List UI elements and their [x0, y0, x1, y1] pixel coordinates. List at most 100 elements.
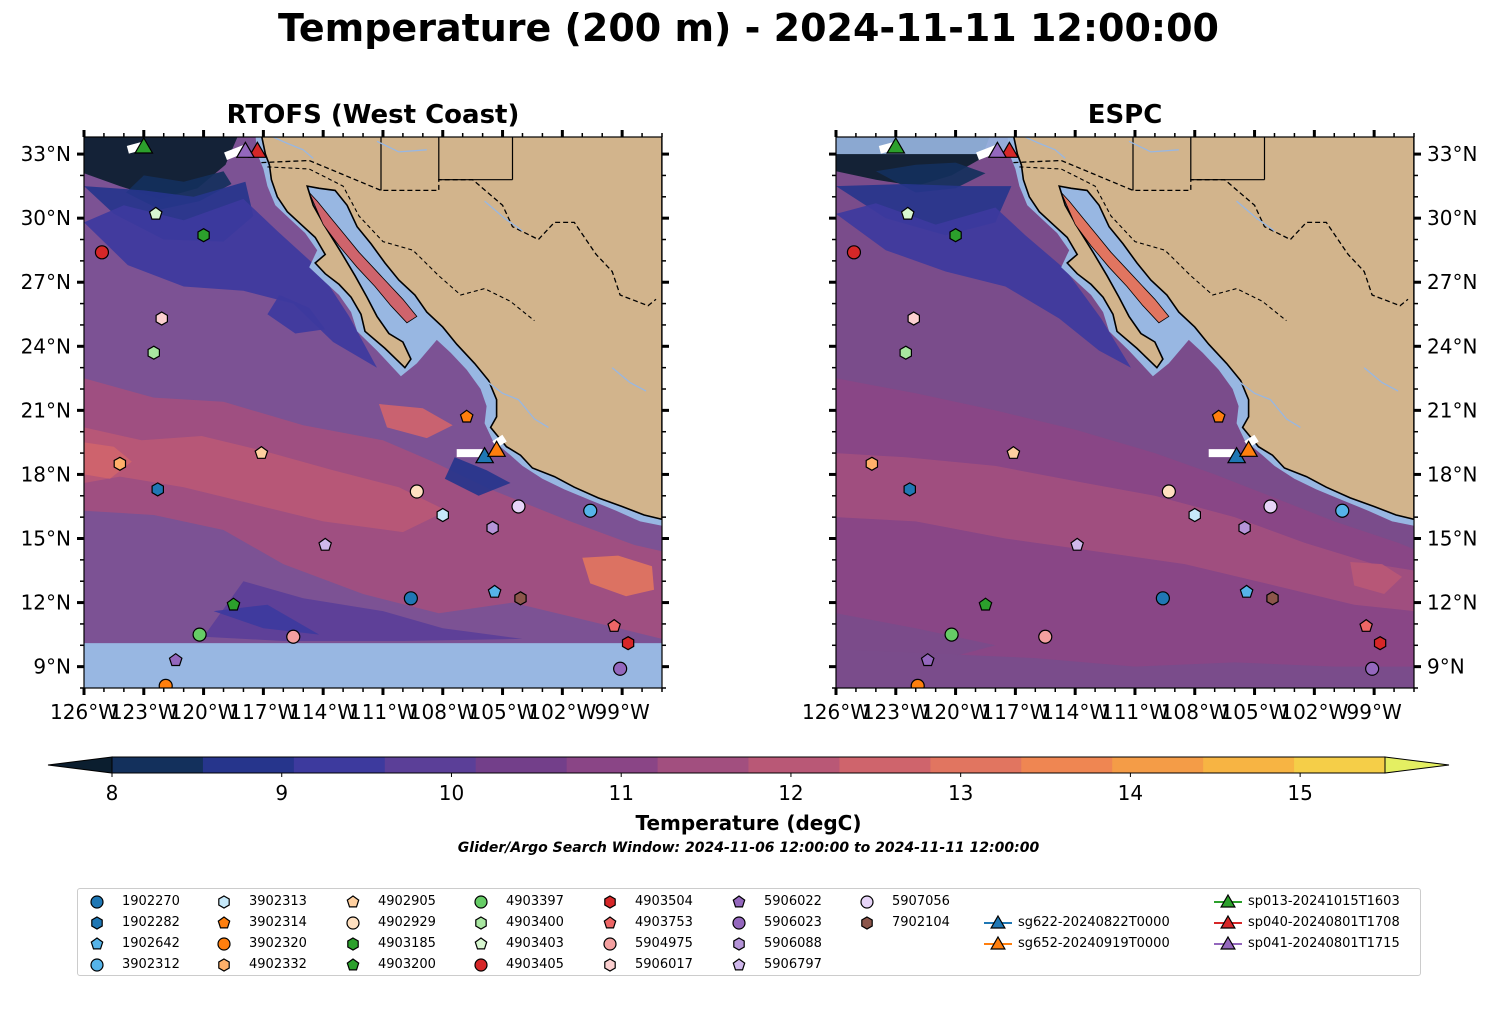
legend-marker	[604, 958, 616, 972]
argo-float-marker	[865, 456, 879, 471]
argo-float-marker	[511, 499, 526, 514]
temperature-region	[1350, 562, 1402, 594]
legend: 1902270 1902282 1902642 3902312 3902313 39023…	[77, 888, 1421, 976]
lon-tick-label: 102°W	[1280, 700, 1348, 724]
lon-tick-label: 108°W	[409, 700, 477, 724]
colorbar-segment	[657, 757, 750, 773]
legend-label: 4902905	[378, 894, 436, 909]
legend-marker	[860, 895, 874, 909]
legend-float-symbol	[218, 895, 230, 909]
argo-float-marker	[1070, 537, 1085, 551]
legend-label: 4903403	[506, 936, 564, 951]
colorbar: 8 9 10 11 12 13 14 15	[47, 756, 1450, 805]
argo-float-marker	[1239, 584, 1254, 598]
legend-label: 4903200	[378, 957, 436, 972]
argo-float-marker	[147, 345, 160, 360]
legend-glider-symbol	[984, 935, 1012, 950]
legend-marker	[732, 895, 746, 908]
legend-marker	[474, 937, 488, 950]
legend-float-symbol	[604, 958, 616, 972]
legend-label: 4903504	[635, 894, 693, 909]
legend-glider-symbol	[1214, 914, 1242, 929]
legend-label: 3902312	[122, 957, 180, 972]
argo-float-marker	[318, 537, 333, 551]
river	[1128, 140, 1179, 153]
colorbar-extend-high	[1384, 756, 1450, 774]
argo-float-marker	[155, 311, 168, 326]
river	[271, 137, 314, 159]
lat-tick-label: 9°N	[1427, 655, 1465, 679]
argo-float-marker	[621, 636, 635, 651]
legend-float-symbol	[347, 937, 359, 951]
legend-label: 7902104	[892, 915, 950, 930]
legend-marker	[1220, 914, 1236, 929]
river	[1023, 137, 1066, 159]
colorbar-label: Temperature (degC)	[635, 811, 862, 835]
legend-marker	[475, 916, 487, 930]
temperature-region	[836, 613, 996, 667]
legend-marker	[218, 895, 230, 909]
argo-float-marker	[151, 482, 164, 497]
argo-float-marker	[197, 228, 210, 243]
lon-tick-label: 117°W	[229, 700, 297, 724]
lon-tick-label: 105°W	[469, 700, 537, 724]
lon-tick-label: 108°W	[1161, 700, 1229, 724]
lat-tick-label: 27°N	[1427, 270, 1477, 294]
argo-float-marker	[436, 507, 449, 523]
legend-marker	[990, 935, 1006, 950]
colorbar-tick-label: 14	[1118, 781, 1143, 805]
temperature-region	[582, 555, 654, 597]
legend-label: 5906023	[764, 915, 822, 930]
colorbar-frame	[111, 756, 1386, 774]
legend-float-symbol	[217, 916, 231, 929]
legend-label: 5904975	[635, 936, 693, 951]
river	[1234, 377, 1301, 428]
colorbar-segment	[748, 757, 841, 773]
lat-tick-label: 15°N	[21, 527, 71, 551]
lat-tick-label: 24°N	[21, 334, 71, 358]
lon-tick-label: 111°W	[349, 700, 417, 724]
legend-label: 4903397	[506, 894, 564, 909]
temperature-region	[213, 604, 320, 635]
argo-float-marker	[1365, 661, 1380, 676]
colorbar-tick-label: 8	[106, 781, 119, 805]
argo-float-marker	[846, 245, 862, 260]
legend-label: sg622-20240822T0000	[1018, 915, 1170, 930]
legend-float-symbol	[346, 958, 360, 971]
lat-tick-label: 18°N	[1427, 462, 1477, 486]
colorbar-segment	[202, 757, 295, 773]
argo-float-marker	[148, 206, 163, 220]
lon-tick-label: 102°W	[528, 700, 596, 724]
colorbar-tick-label: 15	[1287, 781, 1312, 805]
legend-float-symbol	[90, 937, 104, 950]
legend-label: 1902282	[122, 915, 180, 930]
legend-marker	[346, 916, 360, 930]
lon-tick-label: 114°W	[289, 700, 357, 724]
lat-tick-label: 21°N	[21, 398, 71, 422]
argo-float-marker	[920, 652, 935, 667]
legend-label: sp041-20240801T1715	[1248, 936, 1400, 951]
glider-marker	[235, 141, 256, 158]
lon-tick-label: 120°W	[922, 700, 990, 724]
lon-tick-label: 123°W	[110, 700, 178, 724]
legend-label: 3902320	[249, 936, 307, 951]
legend-marker	[347, 937, 359, 951]
argo-float-marker	[1161, 484, 1176, 499]
argo-float-marker	[1373, 636, 1387, 651]
temperature-region	[84, 427, 447, 533]
colorbar-segment	[1021, 757, 1113, 773]
map-panel-1: 126°W123°W120°W117°W114°W111°W108°W105°W…	[802, 130, 1477, 724]
legend-marker	[861, 916, 873, 930]
lon-tick-label: 114°W	[1041, 700, 1109, 724]
lat-tick-label: 9°N	[33, 655, 71, 679]
lon-tick-label: 123°W	[862, 700, 930, 724]
lat-tick-label: 33°N	[21, 142, 71, 166]
legend-label: 4902332	[249, 957, 307, 972]
legend-marker	[474, 958, 488, 972]
glider-marker	[247, 141, 268, 158]
legend-float-symbol	[217, 937, 231, 951]
argo-float-marker	[1266, 591, 1279, 606]
gulf-of-california	[308, 192, 418, 324]
temperature-region	[836, 453, 1414, 612]
colorbar-tick-label: 12	[778, 781, 803, 805]
